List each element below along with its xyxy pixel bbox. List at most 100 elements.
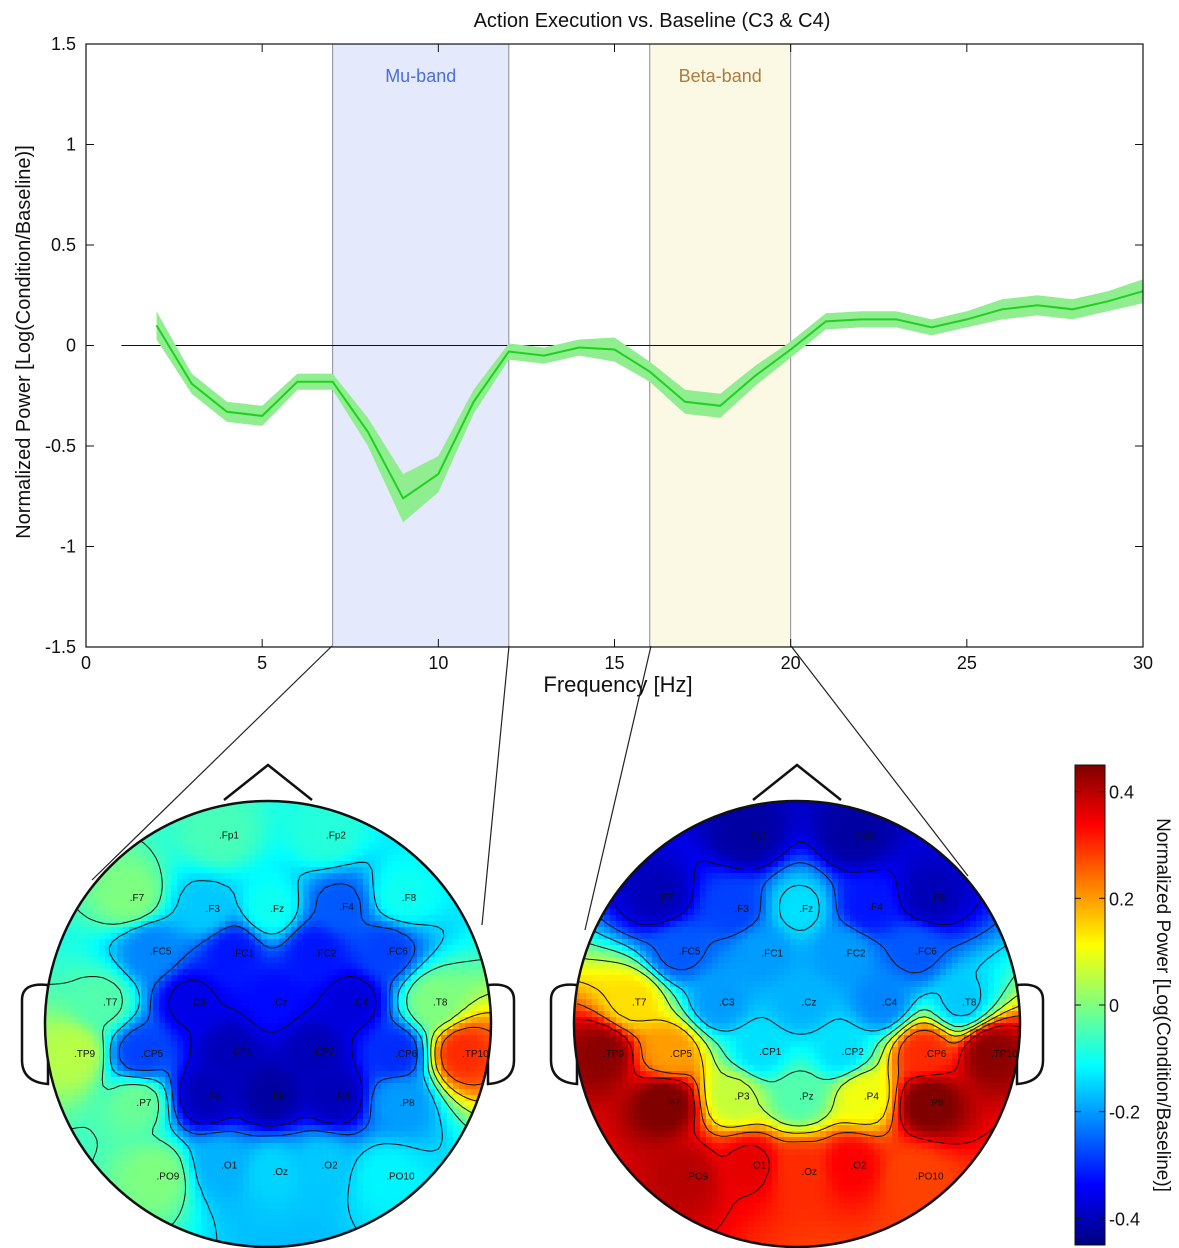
heat-cell xyxy=(423,915,430,922)
heat-cell xyxy=(231,831,238,838)
heat-cell xyxy=(201,1023,208,1030)
heat-cell xyxy=(237,975,244,982)
heat-cell xyxy=(63,975,70,982)
heat-cell xyxy=(99,879,106,886)
heat-cell xyxy=(219,921,226,928)
heat-cell xyxy=(243,1047,250,1054)
heat-cell xyxy=(189,867,196,874)
heat-cell xyxy=(201,1221,208,1228)
heat-cell xyxy=(321,945,328,952)
heat-cell xyxy=(411,885,418,892)
heat-cell xyxy=(459,939,466,946)
heat-cell xyxy=(423,1167,430,1174)
heat-cell xyxy=(363,1155,370,1162)
heat-cell xyxy=(297,1041,304,1048)
heat-cell xyxy=(135,939,142,946)
heat-cell xyxy=(237,1047,244,1054)
heat-cell xyxy=(387,963,394,970)
heat-cell xyxy=(117,1167,124,1174)
heat-cell xyxy=(309,1011,316,1018)
heat-cell xyxy=(171,1041,178,1048)
heat-cell xyxy=(351,933,358,940)
heat-cell xyxy=(375,897,382,904)
heat-cell xyxy=(231,1005,238,1012)
electrode-label-fc6: .FC6 xyxy=(386,946,408,957)
heat-cell xyxy=(69,969,76,976)
electrode-label-t7: .T7 xyxy=(103,998,118,1009)
heat-cell xyxy=(111,903,118,910)
heat-cell xyxy=(309,993,316,1000)
heat-cell xyxy=(201,987,208,994)
heat-cell xyxy=(81,993,88,1000)
heat-cell xyxy=(57,1017,64,1024)
heat-cell xyxy=(189,1191,196,1198)
heat-cell xyxy=(303,1107,310,1114)
heat-cell xyxy=(423,963,430,970)
heat-cell xyxy=(333,1191,340,1198)
heat-cell xyxy=(201,963,208,970)
heat-cell xyxy=(117,1083,124,1090)
heat-cell xyxy=(291,975,298,982)
heat-cell xyxy=(225,1035,232,1042)
heat-cell xyxy=(267,1221,274,1228)
heat-cell xyxy=(141,849,148,856)
heat-cell xyxy=(225,1125,232,1132)
heat-cell xyxy=(297,891,304,898)
heat-cell xyxy=(99,1005,106,1012)
heat-cell xyxy=(141,1041,148,1048)
heat-cell xyxy=(808,819,815,826)
heat-cell xyxy=(796,819,803,826)
heat-cell xyxy=(213,1065,220,1072)
heat-cell xyxy=(159,861,166,868)
heat-cell xyxy=(309,831,316,838)
heat-cell xyxy=(345,891,352,898)
heat-cell xyxy=(856,837,863,844)
heat-cell xyxy=(700,837,707,844)
heat-cell xyxy=(153,885,160,892)
heat-cell xyxy=(111,879,118,886)
heat-cell xyxy=(207,1065,214,1072)
heat-cell xyxy=(255,807,262,814)
heat-cell xyxy=(261,1179,268,1186)
heat-cell xyxy=(63,963,70,970)
heat-cell xyxy=(477,1047,484,1054)
heat-cell xyxy=(676,849,683,856)
heat-cell xyxy=(189,1035,196,1042)
heat-cell xyxy=(321,837,328,844)
heat-cell xyxy=(75,1131,82,1138)
heat-cell xyxy=(345,1119,352,1126)
heat-cell xyxy=(333,981,340,988)
heat-cell xyxy=(387,1089,394,1096)
heat-cell xyxy=(81,927,88,934)
heat-cell xyxy=(165,1041,172,1048)
heat-cell xyxy=(255,825,262,832)
heat-cell xyxy=(459,945,466,952)
heat-cell xyxy=(417,891,424,898)
heat-cell xyxy=(117,921,124,928)
heat-cell xyxy=(189,1047,196,1054)
heat-cell xyxy=(249,1143,256,1150)
heat-cell xyxy=(99,951,106,958)
heat-cell xyxy=(195,933,202,940)
heat-cell xyxy=(183,849,190,856)
heat-cell xyxy=(808,825,815,832)
heat-cell xyxy=(153,1041,160,1048)
heat-cell xyxy=(387,951,394,958)
heat-cell xyxy=(850,825,857,832)
heat-cell xyxy=(327,945,334,952)
heat-cell xyxy=(429,879,436,886)
heat-cell xyxy=(87,1119,94,1126)
heat-cell xyxy=(369,927,376,934)
heat-cell xyxy=(387,1179,394,1186)
heat-cell xyxy=(874,843,881,850)
heat-cell xyxy=(411,933,418,940)
heat-cell xyxy=(141,933,148,940)
heat-cell xyxy=(249,957,256,964)
heat-cell xyxy=(129,1035,136,1042)
heat-cell xyxy=(339,1035,346,1042)
heat-cell xyxy=(327,1041,334,1048)
heat-cell xyxy=(742,849,749,856)
heat-cell xyxy=(387,1035,394,1042)
heat-cell xyxy=(423,1059,430,1066)
heat-cell xyxy=(183,1071,190,1078)
